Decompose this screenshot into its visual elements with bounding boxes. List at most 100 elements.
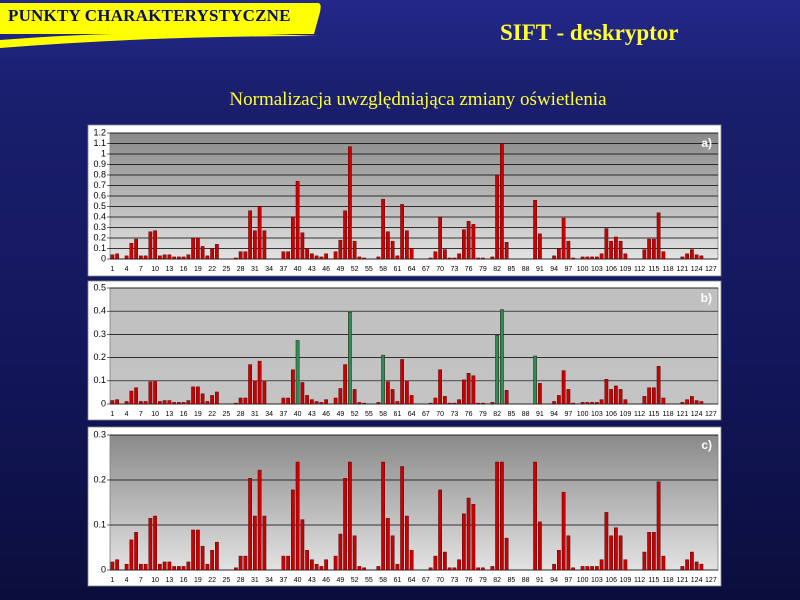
bar: [300, 232, 305, 260]
x-tick-label: 79: [479, 266, 487, 273]
bar: [433, 251, 438, 260]
bar: [500, 143, 504, 260]
bar: [623, 399, 628, 405]
bar: [291, 369, 295, 405]
bar: [124, 401, 129, 405]
x-tick-label: 121: [677, 577, 689, 584]
bar: [490, 566, 495, 571]
bar: [386, 231, 390, 260]
x-tick-label: 85: [507, 266, 515, 273]
bar: [381, 461, 385, 571]
bar: [390, 389, 395, 405]
bar: [652, 387, 656, 405]
x-tick-label: 34: [265, 411, 273, 418]
x-tick-label: 13: [165, 411, 173, 418]
bar: [585, 402, 590, 405]
x-tick-label: 124: [691, 577, 703, 584]
bar: [623, 559, 628, 571]
bar: [433, 397, 438, 405]
bar: [362, 257, 366, 260]
bar: [652, 532, 656, 571]
bar: [362, 402, 366, 405]
bar: [200, 246, 205, 260]
bar: [115, 253, 119, 260]
bar: [162, 400, 167, 405]
bar: [504, 390, 509, 405]
x-tick-label: 109: [620, 577, 632, 584]
x-tick-label: 49: [336, 266, 344, 273]
bar: [390, 240, 395, 260]
x-tick-label: 112: [634, 411, 645, 418]
bar: [504, 241, 509, 260]
bar: [409, 550, 414, 571]
bar: [476, 402, 480, 405]
x-tick-label: 94: [550, 266, 558, 273]
x-tick-label: 70: [436, 266, 444, 273]
bar: [143, 401, 148, 405]
bar: [680, 402, 685, 405]
bar: [452, 402, 457, 405]
bar: [177, 256, 181, 260]
bar: [333, 555, 338, 571]
x-tick-label: 1: [110, 266, 114, 273]
x-tick-label: 91: [536, 411, 544, 418]
x-tick-label: 22: [208, 266, 216, 273]
bar: [253, 380, 257, 405]
x-tick-label: 1: [110, 577, 114, 584]
x-tick-label: 16: [180, 577, 188, 584]
y-tick-label: 0: [101, 253, 106, 263]
bar: [495, 461, 499, 571]
bar: [395, 255, 400, 260]
bar: [248, 210, 252, 260]
bar: [305, 550, 309, 571]
bar: [238, 397, 243, 405]
bar: [357, 566, 362, 571]
bar: [552, 401, 556, 405]
x-tick-label: 115: [648, 411, 659, 418]
bar: [262, 380, 267, 405]
x-tick-label: 109: [620, 411, 632, 418]
bar: [143, 255, 148, 260]
bar: [324, 559, 328, 571]
bar: [661, 251, 666, 260]
bar: [405, 515, 409, 571]
x-tick-label: 127: [705, 577, 717, 584]
bar: [400, 204, 404, 260]
slide-subtitle: Normalizacja uwzględniająca zmiany oświe…: [229, 89, 607, 110]
x-tick-label: 22: [208, 411, 216, 418]
bar: [452, 567, 457, 571]
x-tick-label: 61: [393, 577, 401, 584]
bar: [443, 249, 447, 260]
bar: [443, 551, 447, 571]
x-tick-label: 52: [351, 411, 359, 418]
bar: [381, 198, 385, 260]
bar: [167, 254, 172, 260]
bar: [580, 256, 585, 260]
bar: [438, 489, 442, 571]
bar: [609, 240, 613, 260]
x-tick-label: 91: [536, 266, 544, 273]
bar: [234, 402, 238, 405]
bar: [466, 497, 471, 571]
x-tick-label: 88: [522, 411, 530, 418]
bar: [181, 566, 186, 571]
bar: [438, 369, 442, 405]
bar: [153, 515, 157, 571]
bar: [618, 389, 623, 405]
bar: [286, 555, 290, 571]
x-tick-label: 43: [308, 577, 316, 584]
x-tick-label: 70: [436, 577, 444, 584]
x-tick-label: 79: [479, 411, 487, 418]
x-tick-label: 82: [493, 266, 501, 273]
bar: [433, 555, 438, 571]
bar: [395, 563, 400, 571]
x-tick-label: 7: [139, 577, 143, 584]
bar: [295, 340, 300, 405]
x-tick-label: 88: [522, 577, 530, 584]
bar: [656, 365, 661, 405]
bar: [609, 535, 613, 571]
x-tick-label: 10: [151, 266, 159, 273]
bar: [124, 563, 129, 571]
plot-area: [109, 287, 719, 405]
bar: [134, 238, 138, 260]
